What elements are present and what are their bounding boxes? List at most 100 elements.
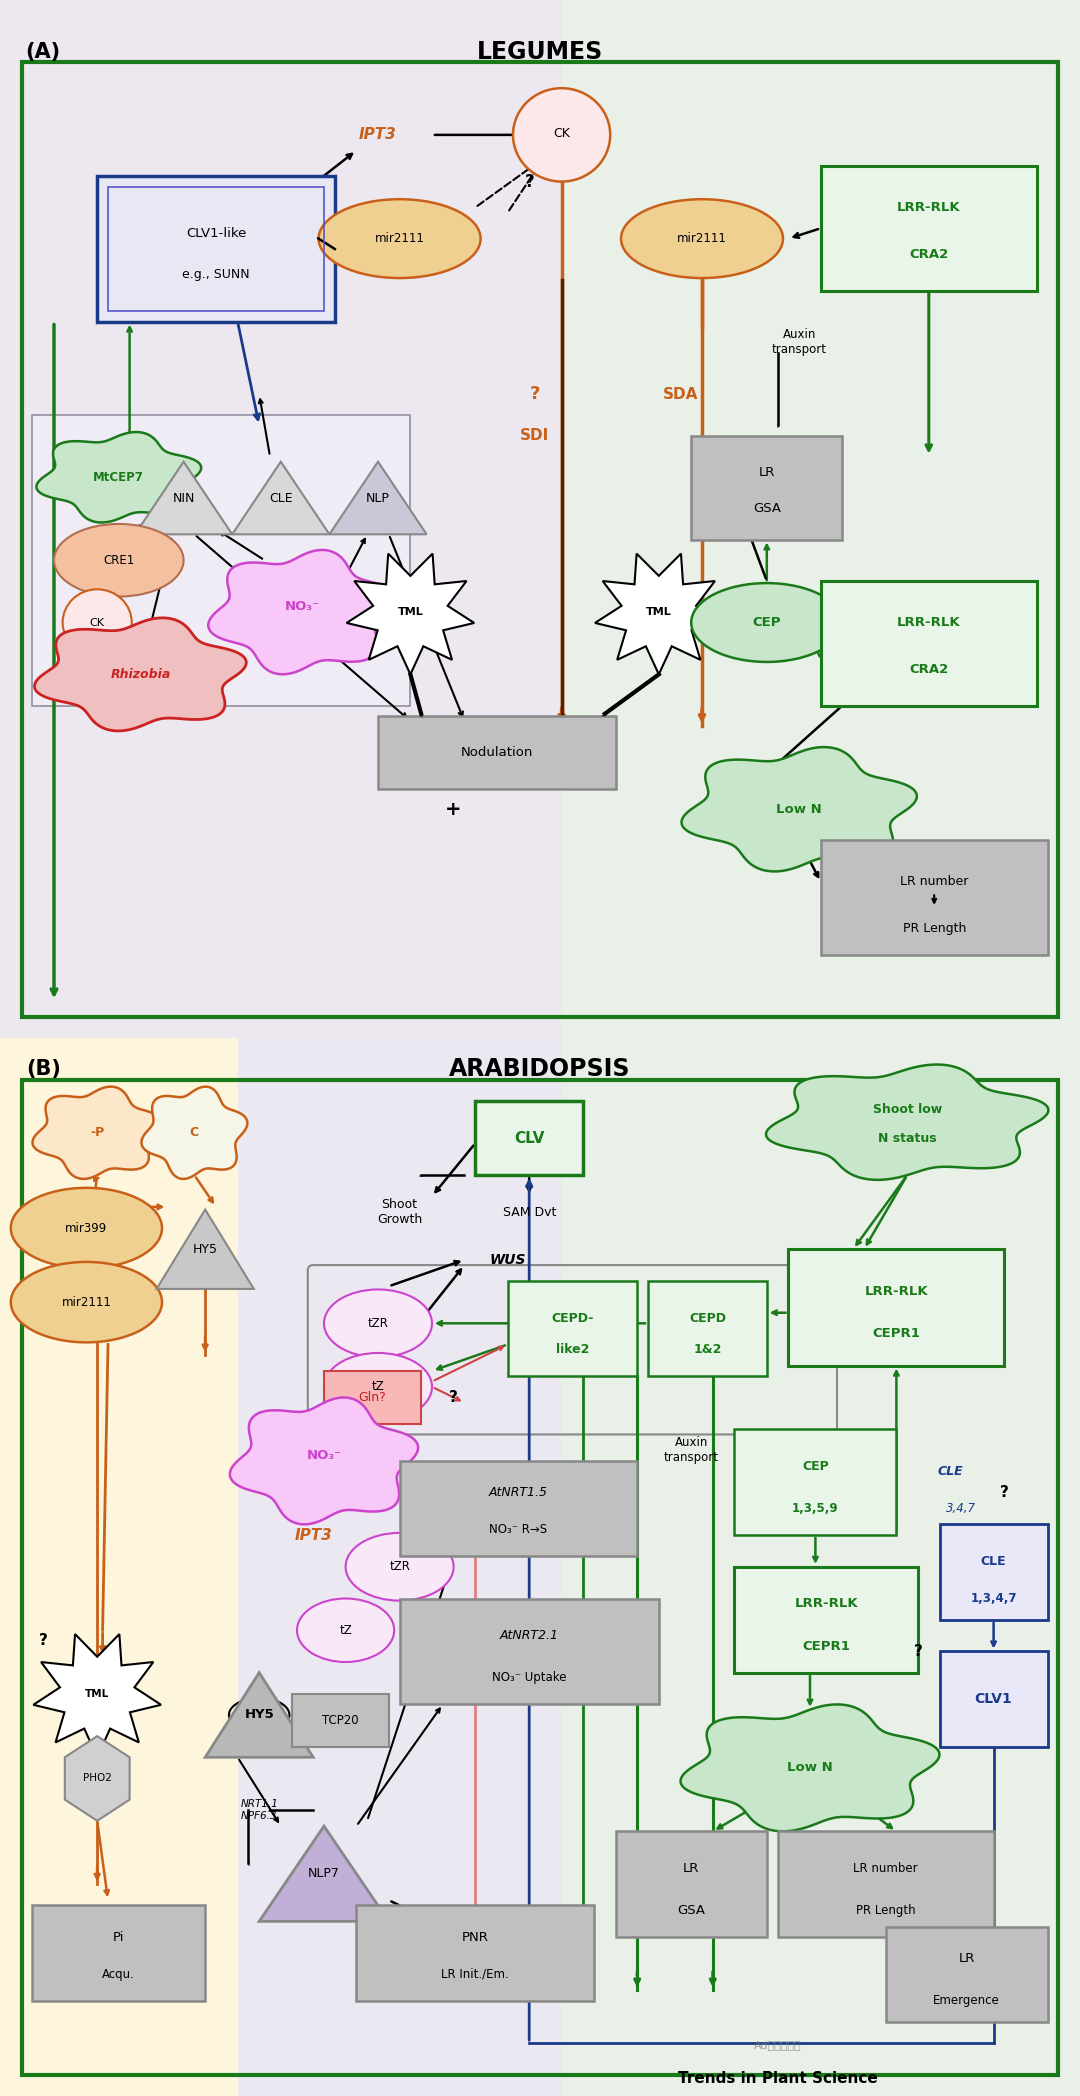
FancyBboxPatch shape	[778, 1832, 994, 1937]
Text: PHO2: PHO2	[83, 1773, 111, 1784]
Polygon shape	[33, 1635, 161, 1756]
FancyBboxPatch shape	[940, 1652, 1048, 1746]
Text: ?: ?	[914, 1643, 922, 1658]
Text: SDA: SDA	[663, 388, 698, 402]
Text: LR: LR	[958, 1951, 975, 1964]
FancyBboxPatch shape	[821, 581, 1037, 706]
Text: CEPD-: CEPD-	[551, 1312, 594, 1325]
Polygon shape	[65, 1735, 130, 1821]
Ellipse shape	[11, 1262, 162, 1341]
Text: Shoot
Growth: Shoot Growth	[377, 1199, 422, 1226]
Text: NLP: NLP	[366, 490, 390, 505]
Text: TML: TML	[646, 608, 672, 616]
Text: Auxin
transport: Auxin transport	[772, 329, 826, 356]
FancyBboxPatch shape	[616, 1832, 767, 1937]
Text: NO₃⁻: NO₃⁻	[307, 1448, 341, 1463]
Text: NLP7: NLP7	[308, 1868, 340, 1880]
Text: mir2111: mir2111	[677, 233, 727, 245]
Text: Pi: Pi	[113, 1930, 124, 1943]
FancyBboxPatch shape	[97, 176, 335, 321]
Text: GSA: GSA	[753, 501, 781, 516]
Text: CLE: CLE	[269, 490, 293, 505]
Text: LRR-RLK: LRR-RLK	[897, 201, 960, 214]
Text: HY5: HY5	[192, 1243, 218, 1256]
FancyBboxPatch shape	[32, 1905, 205, 2002]
FancyBboxPatch shape	[788, 1249, 1004, 1367]
Text: CLV: CLV	[514, 1130, 544, 1147]
Text: TCP20: TCP20	[322, 1715, 359, 1727]
Polygon shape	[766, 1065, 1049, 1180]
Ellipse shape	[324, 1352, 432, 1421]
Text: CRA2: CRA2	[909, 247, 948, 260]
Text: LRR-RLK: LRR-RLK	[865, 1285, 928, 1297]
Text: MtCEP7: MtCEP7	[93, 472, 145, 484]
FancyBboxPatch shape	[734, 1429, 896, 1534]
Ellipse shape	[691, 583, 842, 662]
Text: NO₃⁻: NO₃⁻	[285, 599, 320, 614]
Text: TML: TML	[397, 608, 423, 616]
FancyBboxPatch shape	[292, 1694, 389, 1746]
Text: tZR: tZR	[367, 1316, 389, 1329]
Text: ?: ?	[39, 1633, 48, 1647]
FancyBboxPatch shape	[940, 1524, 1048, 1620]
Ellipse shape	[11, 1188, 162, 1268]
Text: NRT1.1
NPF6.3: NRT1.1 NPF6.3	[240, 1798, 279, 1821]
Text: +: +	[445, 801, 462, 820]
Text: LR: LR	[758, 465, 775, 478]
FancyBboxPatch shape	[400, 1461, 637, 1555]
Text: Nodulation: Nodulation	[460, 746, 534, 759]
Text: CLE: CLE	[937, 1465, 963, 1478]
Polygon shape	[680, 1704, 940, 1832]
Polygon shape	[681, 746, 917, 872]
Text: CK: CK	[90, 618, 105, 627]
Text: WUS: WUS	[489, 1253, 526, 1266]
Text: HY5: HY5	[244, 1708, 274, 1721]
Polygon shape	[0, 1038, 238, 2096]
Text: TML: TML	[85, 1689, 109, 1698]
FancyBboxPatch shape	[400, 1599, 659, 1704]
Text: mir2111: mir2111	[375, 233, 424, 245]
Polygon shape	[141, 1086, 247, 1178]
Polygon shape	[595, 553, 723, 675]
Polygon shape	[205, 1673, 313, 1756]
Text: e.g., SUNN: e.g., SUNN	[183, 268, 249, 281]
Text: IPT3: IPT3	[360, 128, 396, 143]
Polygon shape	[259, 1826, 389, 1922]
Text: PR Length: PR Length	[855, 1905, 916, 1918]
Text: CEP: CEP	[802, 1459, 828, 1473]
Ellipse shape	[297, 1599, 394, 1662]
Text: LR number: LR number	[900, 876, 969, 889]
Text: PR Length: PR Length	[903, 922, 966, 935]
Text: like2: like2	[556, 1344, 589, 1356]
Polygon shape	[0, 0, 562, 1038]
Text: Emergence: Emergence	[933, 1993, 1000, 2008]
Text: Auxin
transport: Auxin transport	[664, 1436, 718, 1465]
FancyBboxPatch shape	[32, 415, 410, 706]
Polygon shape	[35, 618, 246, 732]
FancyBboxPatch shape	[648, 1281, 767, 1377]
Text: tZ: tZ	[372, 1381, 384, 1394]
Text: 3,4,7: 3,4,7	[946, 1503, 976, 1515]
Ellipse shape	[319, 199, 481, 279]
Text: ?: ?	[529, 386, 540, 402]
Text: 1&2: 1&2	[693, 1344, 721, 1356]
Text: SAM Dvt: SAM Dvt	[502, 1205, 556, 1218]
Text: CLV1-like: CLV1-like	[186, 226, 246, 239]
Text: Low N: Low N	[777, 803, 822, 815]
Text: CRE1: CRE1	[104, 553, 134, 566]
Text: ARABIDOPSIS: ARABIDOPSIS	[449, 1056, 631, 1082]
Polygon shape	[32, 1086, 162, 1178]
Ellipse shape	[324, 1289, 432, 1358]
FancyBboxPatch shape	[475, 1100, 583, 1176]
Polygon shape	[238, 1038, 562, 2096]
FancyBboxPatch shape	[821, 840, 1048, 954]
Text: SDI: SDI	[519, 428, 550, 442]
FancyBboxPatch shape	[821, 166, 1037, 291]
Text: Rhizobia: Rhizobia	[110, 669, 171, 681]
Text: CLV1: CLV1	[975, 1691, 1012, 1706]
FancyBboxPatch shape	[356, 1905, 594, 2002]
Text: ?: ?	[1000, 1486, 1009, 1501]
Ellipse shape	[54, 524, 184, 597]
Polygon shape	[347, 553, 474, 675]
Polygon shape	[232, 461, 329, 534]
